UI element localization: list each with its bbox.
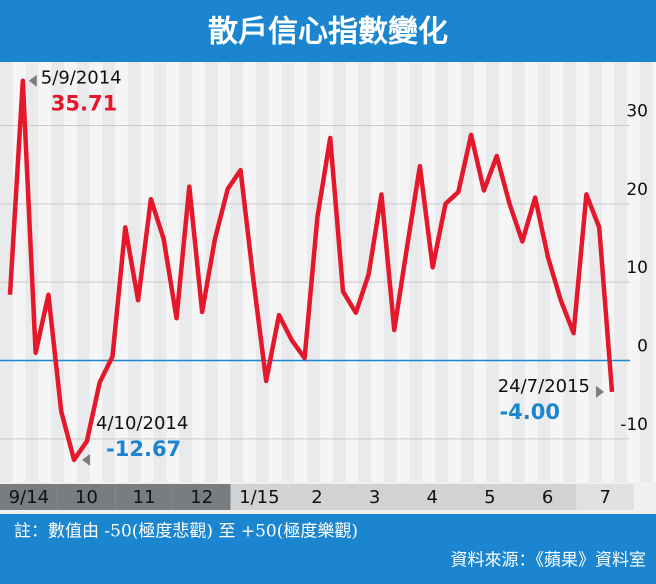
y-tick-label: 10 bbox=[626, 258, 648, 278]
x-tick-label: 10 bbox=[75, 487, 98, 508]
line bbox=[7, 78, 615, 463]
month-band bbox=[0, 484, 58, 510]
x-tick-label: 4 bbox=[427, 487, 438, 508]
annotation-value: 35.71 bbox=[51, 92, 117, 116]
month-band bbox=[576, 484, 634, 510]
pointer bbox=[596, 385, 604, 398]
chart-title: 散戶信心指數變化 bbox=[208, 15, 448, 50]
annotation-value: -4.00 bbox=[499, 400, 560, 424]
note: 註：數值由 -50(極度悲觀) 至 +50(極度樂觀) bbox=[14, 522, 358, 542]
month-band bbox=[57, 484, 116, 510]
source: 資料來源：《蘋果》資料室 bbox=[451, 551, 647, 571]
annotation-date: 24/7/2015 bbox=[498, 376, 590, 397]
y-tick-label: -10 bbox=[620, 415, 648, 435]
x-tick-label: 12 bbox=[190, 487, 213, 508]
pointer bbox=[82, 453, 91, 466]
x-tick-label: 6 bbox=[542, 487, 553, 508]
plot-background bbox=[0, 62, 656, 482]
x-tick-label: 1/15 bbox=[239, 487, 279, 508]
y-tick-label: 30 bbox=[626, 101, 648, 121]
month-band bbox=[115, 484, 173, 510]
annotation-value: -12.67 bbox=[106, 437, 181, 461]
annotation-date: 5/9/2014 bbox=[41, 68, 122, 89]
y-tick-label: 20 bbox=[626, 180, 648, 200]
pointer bbox=[28, 74, 37, 87]
month-band bbox=[345, 484, 404, 510]
x-tick-label: 11 bbox=[133, 487, 156, 508]
month-band bbox=[403, 484, 462, 510]
month-band bbox=[288, 484, 346, 510]
month-band bbox=[172, 484, 231, 510]
month-band bbox=[518, 484, 577, 510]
x-tick-label: 2 bbox=[311, 487, 322, 508]
month-band bbox=[461, 484, 519, 510]
x-tick-label: 9/14 bbox=[9, 487, 49, 508]
y-tick-label: 0 bbox=[637, 337, 648, 357]
annotation-date: 4/10/2014 bbox=[96, 413, 188, 434]
x-tick-label: 7 bbox=[599, 487, 610, 508]
x-tick-label: 5 bbox=[484, 487, 495, 508]
month-band bbox=[230, 484, 289, 510]
x-tick-label: 3 bbox=[369, 487, 380, 508]
